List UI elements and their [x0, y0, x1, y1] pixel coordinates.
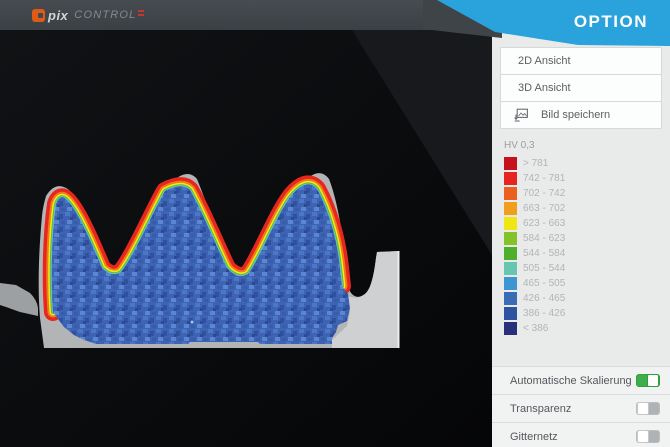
- legend-row: 623 - 663: [504, 216, 670, 231]
- legend-range-label: 505 - 544: [523, 263, 566, 274]
- toggle-row: Automatische Skalierung: [492, 366, 670, 394]
- legend-range-label: 386 - 426: [523, 308, 566, 319]
- legend-swatch: [504, 262, 517, 275]
- legend-row: < 386: [504, 321, 670, 336]
- legend-swatch: [504, 217, 517, 230]
- legend-swatch: [504, 187, 517, 200]
- save-image-label: Bild speichern: [541, 109, 611, 121]
- legend-rows: > 781 742 - 781 702 - 742 663 -: [504, 156, 670, 336]
- legend-range-label: 426 - 465: [523, 293, 566, 304]
- legend-swatch: [504, 292, 517, 305]
- toggle-switch[interactable]: [636, 430, 660, 443]
- legend-range-label: 742 - 781: [523, 173, 566, 184]
- specimen-left-stub: [0, 283, 38, 316]
- legend-row: 465 - 505: [504, 276, 670, 291]
- hardness-core-fill: [51, 184, 351, 344]
- save-image-button[interactable]: Bild speichern: [500, 101, 662, 129]
- toggle-knob: [637, 430, 649, 443]
- legend-row: 663 - 702: [504, 201, 670, 216]
- legend-swatch: [504, 247, 517, 260]
- toggle-knob: [637, 402, 649, 415]
- option-banner-label: OPTION: [573, 12, 648, 31]
- legend-row: 702 - 742: [504, 186, 670, 201]
- view-buttons: 2D Ansicht 3D Ansicht Bild speichern: [500, 47, 662, 129]
- legend-range-label: < 386: [523, 323, 549, 334]
- hardness-map-image: [0, 30, 492, 447]
- measurement-speck: [190, 320, 194, 324]
- option-sidebar: 2D Ansicht 3D Ansicht Bild speichern HV …: [492, 0, 670, 447]
- legend-range-label: 544 - 584: [523, 248, 566, 259]
- toggle-switch[interactable]: [636, 374, 660, 387]
- specimen-edge-highlight: [397, 251, 400, 348]
- specimen-viewport[interactable]: [0, 30, 492, 447]
- legend-swatch: [504, 172, 517, 185]
- legend-swatch: [504, 277, 517, 290]
- legend-row: 386 - 426: [504, 306, 670, 321]
- legend-row: 584 - 623: [504, 231, 670, 246]
- legend-row: 505 - 544: [504, 261, 670, 276]
- qpix-q-icon: [32, 8, 45, 22]
- qpix-logo: pix CONTROL: [32, 7, 145, 23]
- save-image-icon: [514, 108, 528, 122]
- toggle-label: Gitternetz: [510, 430, 558, 443]
- legend-range-label: 584 - 623: [523, 233, 566, 244]
- view-3d-label: 3D Ansicht: [518, 82, 571, 94]
- toggle-row: Gitternetz: [492, 422, 670, 447]
- legend-swatch: [504, 202, 517, 215]
- logo-control-text: CONTROL: [74, 9, 137, 21]
- logo-pix-text: pix: [48, 7, 69, 23]
- specimen-right-block: [332, 251, 399, 348]
- view-3d-button[interactable]: 3D Ansicht: [500, 74, 662, 102]
- legend-swatch: [504, 322, 517, 335]
- legend-range-label: 702 - 742: [523, 188, 566, 199]
- logo-version-mark: [138, 9, 145, 17]
- toggle-label: Automatische Skalierung: [510, 374, 632, 387]
- legend-swatch: [504, 307, 517, 320]
- legend-row: > 781: [504, 156, 670, 171]
- toggle-label: Transparenz: [510, 402, 572, 415]
- legend-range-label: > 781: [523, 158, 549, 169]
- display-toggles: Automatische Skalierung Transparenz Gitt…: [492, 366, 670, 447]
- toggle-row: Transparenz: [492, 394, 670, 422]
- legend-range-label: 663 - 702: [523, 203, 566, 214]
- legend-row: 742 - 781: [504, 171, 670, 186]
- legend-row: 426 - 465: [504, 291, 670, 306]
- view-2d-button[interactable]: 2D Ansicht: [500, 47, 662, 75]
- toggle-switch[interactable]: [636, 402, 660, 415]
- legend-swatch: [504, 157, 517, 170]
- legend-title: HV 0,3: [504, 140, 535, 151]
- hardness-legend: HV 0,3 > 781 742 - 781 702 -: [504, 140, 670, 336]
- legend-range-label: 465 - 505: [523, 278, 566, 289]
- legend-range-label: 623 - 663: [523, 218, 566, 229]
- background-shade: [352, 30, 492, 255]
- legend-row: 544 - 584: [504, 246, 670, 261]
- toggle-knob: [647, 374, 659, 387]
- legend-swatch: [504, 232, 517, 245]
- view-2d-label: 2D Ansicht: [518, 55, 571, 67]
